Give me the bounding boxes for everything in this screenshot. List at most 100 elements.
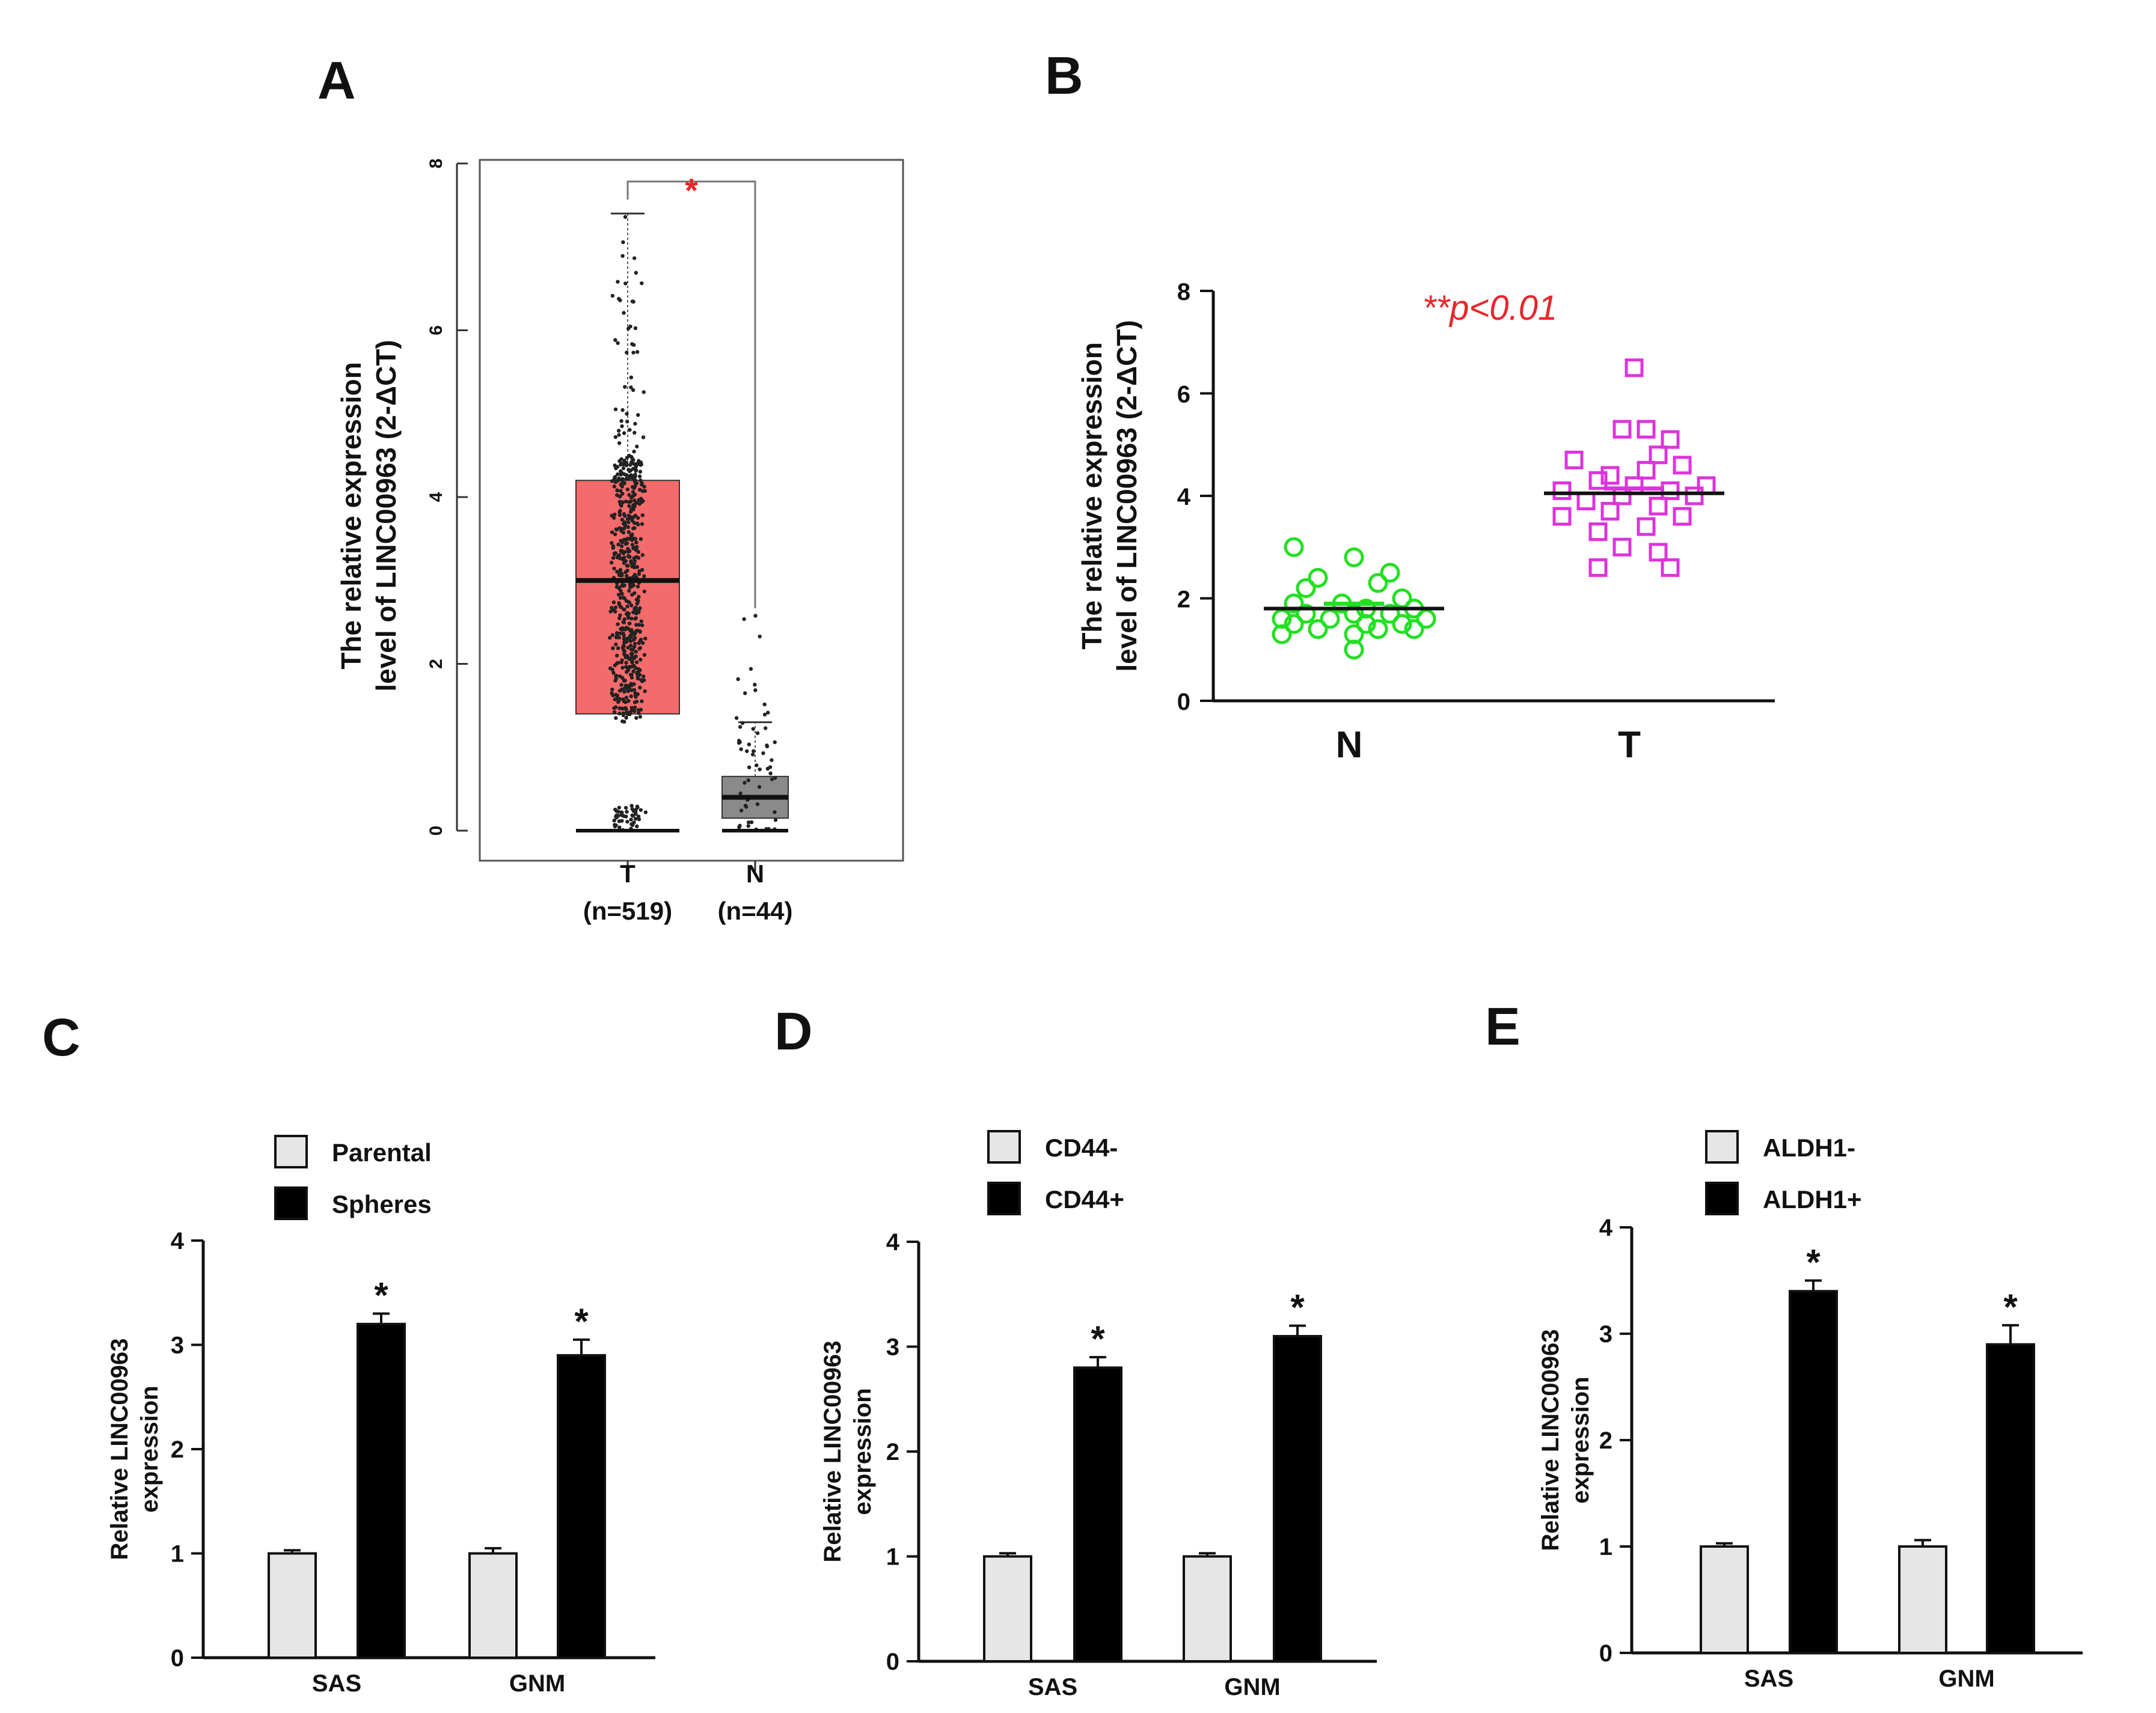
legend-swatch bbox=[1705, 1130, 1739, 1164]
legend-swatch bbox=[1705, 1182, 1739, 1215]
data-point bbox=[628, 643, 633, 648]
data-point bbox=[637, 474, 642, 478]
data-point bbox=[640, 699, 644, 703]
data-point bbox=[634, 695, 638, 699]
data-point bbox=[638, 487, 642, 492]
y-axis-title-line-2: expression bbox=[850, 1388, 876, 1515]
data-point bbox=[626, 326, 631, 331]
data-point bbox=[1661, 430, 1680, 449]
data-point bbox=[620, 706, 625, 711]
y-tick-label: 0 bbox=[171, 1645, 184, 1672]
data-point bbox=[749, 820, 754, 825]
bar-group-sas: * SAS bbox=[1700, 1242, 1838, 1692]
data-point bbox=[1356, 614, 1376, 634]
data-point bbox=[747, 742, 752, 747]
data-point bbox=[633, 480, 637, 484]
data-point bbox=[630, 518, 634, 523]
data-point bbox=[627, 549, 632, 554]
data-point bbox=[616, 700, 620, 704]
data-point bbox=[643, 637, 648, 641]
bar bbox=[983, 1555, 1032, 1663]
p-value-annotation: **p<0.01 bbox=[1423, 289, 1557, 328]
data-point bbox=[614, 527, 619, 532]
data-point bbox=[637, 711, 641, 715]
data-point bbox=[632, 526, 637, 530]
data-point bbox=[620, 424, 624, 429]
data-point bbox=[640, 281, 644, 286]
axes: 0 2 4 6 8 bbox=[1177, 279, 1775, 715]
data-point bbox=[746, 824, 750, 828]
data-point bbox=[623, 637, 628, 641]
data-point bbox=[766, 710, 770, 715]
y-tick-label: 4 bbox=[171, 1228, 185, 1254]
data-point bbox=[610, 606, 614, 610]
data-point bbox=[770, 758, 774, 762]
data-point bbox=[632, 641, 637, 646]
data-point bbox=[753, 614, 758, 618]
data-point bbox=[632, 462, 636, 466]
data-point bbox=[629, 616, 634, 621]
data-point bbox=[613, 512, 617, 517]
data-point bbox=[627, 621, 631, 626]
bar bbox=[357, 1322, 406, 1660]
y-axis-title: Relative LINC00963 expression bbox=[106, 1338, 163, 1560]
y-tick-label: 0 bbox=[1599, 1640, 1612, 1667]
data-point bbox=[635, 501, 639, 505]
bar bbox=[268, 1552, 317, 1659]
legend-label: Parental bbox=[332, 1138, 432, 1167]
panel-label-c: C bbox=[42, 1007, 81, 1067]
data-point bbox=[773, 810, 777, 814]
data-point bbox=[622, 520, 627, 525]
data-point bbox=[765, 744, 770, 749]
data-point bbox=[613, 407, 618, 412]
data-point bbox=[635, 516, 640, 520]
data-point bbox=[617, 819, 622, 823]
y-axis-title-line-2: level of LINC00963 (2-ΔCT) bbox=[1111, 320, 1142, 671]
data-point bbox=[1612, 420, 1632, 439]
legend-label: CD44- bbox=[1045, 1134, 1118, 1162]
data-point bbox=[635, 671, 640, 676]
data-point bbox=[623, 281, 628, 286]
significance-star: * bbox=[1290, 1287, 1305, 1328]
data-point bbox=[615, 493, 619, 497]
data-point bbox=[614, 653, 619, 658]
significance-star: * bbox=[1806, 1242, 1821, 1283]
data-point bbox=[625, 604, 629, 609]
data-point bbox=[613, 609, 617, 614]
data-point bbox=[638, 715, 643, 719]
data-point bbox=[623, 683, 628, 688]
data-point bbox=[610, 541, 614, 545]
data-point bbox=[619, 504, 623, 508]
data-point bbox=[629, 603, 634, 608]
data-point bbox=[642, 589, 646, 594]
data-point bbox=[623, 805, 628, 810]
data-point bbox=[1588, 558, 1608, 577]
data-point bbox=[639, 619, 643, 623]
legend-label: CD44+ bbox=[1045, 1185, 1124, 1214]
data-point bbox=[624, 599, 629, 603]
data-point bbox=[622, 431, 626, 435]
data-point bbox=[753, 688, 758, 692]
data-point bbox=[620, 254, 625, 258]
data-point bbox=[620, 676, 625, 680]
data-point bbox=[617, 441, 622, 445]
data-point bbox=[620, 518, 625, 522]
bar-group-sas: * SAS bbox=[268, 1275, 406, 1697]
data-point bbox=[611, 600, 616, 605]
data-point bbox=[614, 642, 618, 647]
data-point bbox=[617, 433, 621, 437]
data-point bbox=[1564, 450, 1584, 469]
data-point bbox=[618, 596, 623, 600]
data-point bbox=[1284, 614, 1304, 634]
data-point bbox=[629, 804, 634, 808]
data-point bbox=[629, 682, 633, 686]
data-point bbox=[1368, 619, 1388, 640]
x-category-label: N bbox=[1336, 724, 1363, 766]
bar bbox=[1986, 1343, 2035, 1654]
panel-label-b: B bbox=[1045, 46, 1083, 105]
data-point bbox=[629, 817, 633, 822]
data-point bbox=[629, 385, 633, 389]
series-n: N bbox=[1264, 537, 1444, 766]
data-point bbox=[611, 693, 615, 698]
